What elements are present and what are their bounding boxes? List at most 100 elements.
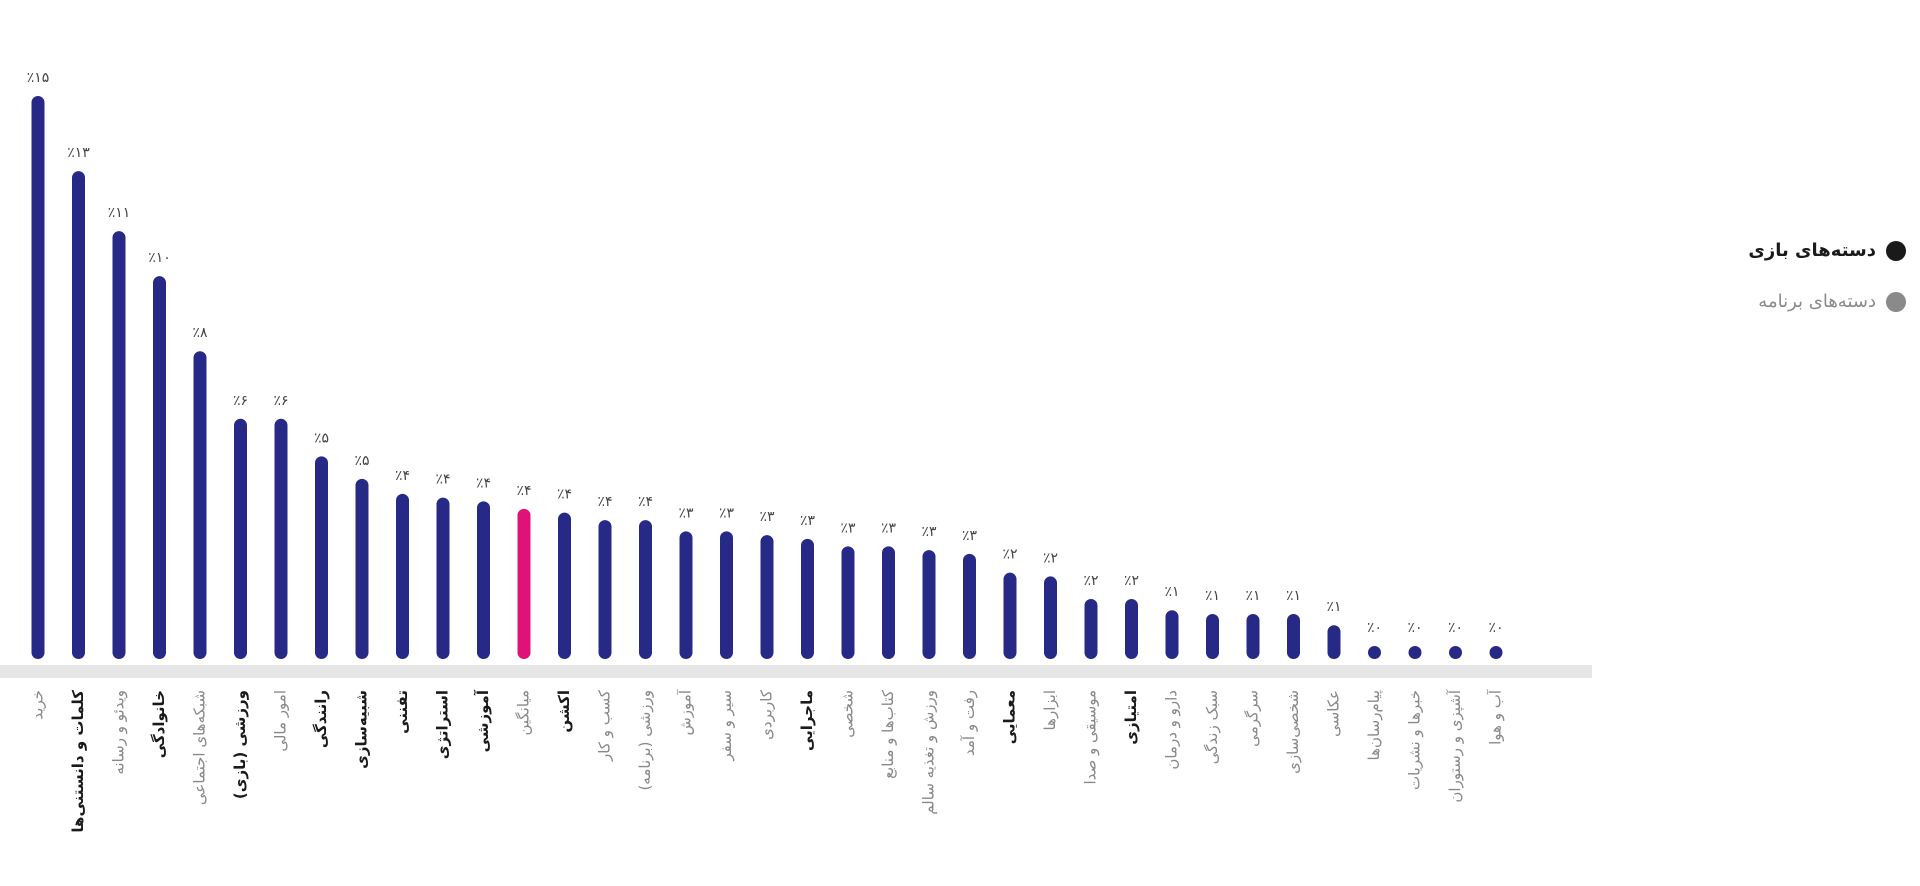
category-label: رانندگی: [312, 690, 330, 748]
value-label: ٪۴: [516, 483, 531, 499]
category-label: آموزشی: [474, 689, 492, 752]
value-label: ٪۳: [719, 505, 735, 521]
baseline-strip: [0, 665, 1592, 678]
category-label: سرگرمی: [1244, 690, 1262, 747]
bar: [922, 550, 936, 659]
bar: [112, 231, 126, 659]
category-label: کسب و کار: [596, 689, 614, 762]
legend-marker: [1886, 292, 1906, 312]
category-label: میانگین: [515, 690, 533, 736]
value-label: ٪۱: [1205, 588, 1220, 604]
bar: [1368, 646, 1381, 659]
category-label: استراتژی: [434, 690, 452, 759]
category-label: ورزش و تغذیه سالم: [920, 690, 938, 815]
category-label: خانوادگی: [150, 690, 168, 758]
bar: [436, 497, 450, 659]
category-label: شبکه‌های اجتماعی: [191, 690, 209, 805]
bar: [1408, 646, 1422, 659]
value-label: ٪۴: [597, 494, 612, 510]
value-label: ٪۱: [1245, 588, 1260, 604]
bar: [1287, 613, 1300, 659]
category-label: سبک زندگی: [1203, 690, 1221, 764]
legend-marker: [1886, 241, 1906, 261]
category-label: معمایی: [1001, 690, 1019, 744]
category-label: کتاب‌ها و منابع: [879, 689, 897, 779]
bar: [1327, 625, 1341, 659]
value-label: ٪۴: [557, 487, 572, 503]
value-label: ٪۲: [1124, 573, 1139, 589]
value-label: ٪۱۱: [108, 205, 131, 221]
category-label: ماجرایی: [798, 690, 816, 751]
value-label: ٪۵: [354, 453, 369, 469]
bar: [1449, 646, 1462, 659]
bar: [963, 553, 976, 659]
category-label: موسیقی و صدا: [1082, 690, 1100, 785]
bar: [193, 351, 207, 659]
bar: [72, 171, 85, 660]
value-label: ٪۱۳: [67, 145, 90, 161]
value-label: ٪۳: [840, 520, 856, 536]
value-label: ٪۸: [192, 325, 208, 341]
value-label: ٪۳: [921, 524, 937, 540]
bar: [153, 276, 166, 659]
bar: [760, 535, 774, 659]
value-label: ٪۲: [1002, 547, 1017, 563]
bar: [801, 538, 814, 659]
category-label: خرید: [29, 690, 47, 720]
bar: [639, 520, 652, 659]
category-label: آموزش: [677, 689, 695, 735]
value-label: ٪۶: [273, 393, 288, 409]
bar: [396, 493, 409, 659]
value-label: ٪۴: [435, 472, 450, 488]
category-label: تفننی: [393, 690, 411, 734]
legend-label: دسته‌های برنامه: [1758, 291, 1876, 312]
bar: [841, 546, 855, 659]
value-label: ٪۱۰: [148, 250, 171, 266]
value-label: ٪۲: [1043, 550, 1058, 566]
bar: [720, 531, 733, 659]
category-label: شبیه‌سازی: [353, 690, 371, 769]
value-label: ٪۳: [800, 513, 816, 529]
category-label: امور مالی: [272, 690, 290, 752]
bar: [558, 512, 571, 659]
bar: [517, 508, 531, 659]
category-label: ورزشی (برنامه): [636, 690, 654, 791]
category-label: شخصی‌سازی: [1284, 690, 1302, 774]
category-label: رفت و آمد: [960, 690, 978, 756]
category-label: دارو و درمان: [1163, 690, 1181, 770]
bar: [1044, 576, 1057, 659]
bar: [1206, 613, 1219, 659]
value-label: ٪۰: [1407, 620, 1422, 636]
legend-label: دسته‌های بازی: [1748, 240, 1876, 261]
bar: [1165, 610, 1179, 659]
category-label: آشپزی و رستوران: [1446, 689, 1465, 802]
bar: [1125, 598, 1138, 659]
value-label: ٪۳: [962, 528, 978, 544]
value-label: ٪۰: [1488, 620, 1503, 636]
category-label: ورزشی (بازی): [231, 690, 249, 799]
bar: [477, 501, 490, 659]
category-label: امتیازی: [1122, 690, 1140, 745]
value-label: ٪۳: [678, 505, 694, 521]
bar: [274, 418, 288, 659]
bar: [355, 478, 369, 659]
category-label: عکاسی: [1325, 690, 1343, 737]
value-label: ٪۶: [233, 393, 248, 409]
value-label: ٪۳: [759, 509, 775, 525]
value-label: ٪۱: [1326, 599, 1341, 615]
category-label: اکشن: [555, 690, 573, 733]
value-label: ٪۰: [1367, 620, 1382, 636]
category-label: کاربردی: [758, 689, 776, 740]
value-label: ٪۴: [638, 494, 653, 510]
value-label: ٪۱: [1286, 588, 1301, 604]
bar: [882, 546, 895, 659]
bar: [315, 456, 328, 659]
value-label: ٪۴: [476, 475, 491, 491]
bar: [1246, 613, 1260, 659]
value-label: ٪۱: [1164, 584, 1179, 600]
category-label: ابزارها: [1041, 690, 1059, 731]
value-label: ٪۳: [881, 520, 897, 536]
bar: [679, 531, 693, 659]
